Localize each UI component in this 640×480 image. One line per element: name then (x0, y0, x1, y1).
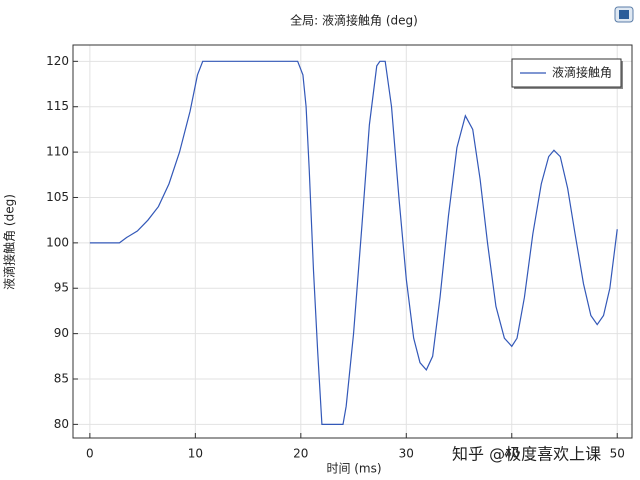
y-tick-label: 80 (54, 417, 69, 431)
x-tick-label: 10 (188, 447, 203, 461)
x-tick-label: 20 (293, 447, 308, 461)
data-line (89, 60, 618, 425)
watermark: 知乎 @极度喜欢上课 (452, 445, 601, 464)
y-tick-label: 105 (46, 190, 69, 204)
legend-label: 液滴接触角 (552, 65, 612, 80)
app-icon[interactable] (614, 6, 634, 23)
x-tick-label: 30 (399, 447, 414, 461)
x-tick-label: 0 (86, 447, 94, 461)
x-axis-label: 时间 (ms) (326, 462, 381, 476)
y-tick-label: 95 (54, 281, 69, 295)
x-tick-label: 40 (504, 447, 519, 461)
y-tick-label: 110 (46, 145, 69, 159)
y-tick-label: 100 (46, 235, 69, 249)
chart-title: 全局: 液滴接触角 (deg) (290, 13, 418, 28)
plot-frame (72, 44, 633, 439)
y-tick-label: 115 (46, 99, 69, 113)
x-tick-label: 50 (610, 447, 625, 461)
y-axis-label: 液滴接触角 (deg) (2, 194, 17, 290)
y-tick-label: 120 (46, 54, 69, 68)
y-tick-label: 85 (54, 372, 69, 386)
y-tick-label: 90 (54, 326, 69, 340)
